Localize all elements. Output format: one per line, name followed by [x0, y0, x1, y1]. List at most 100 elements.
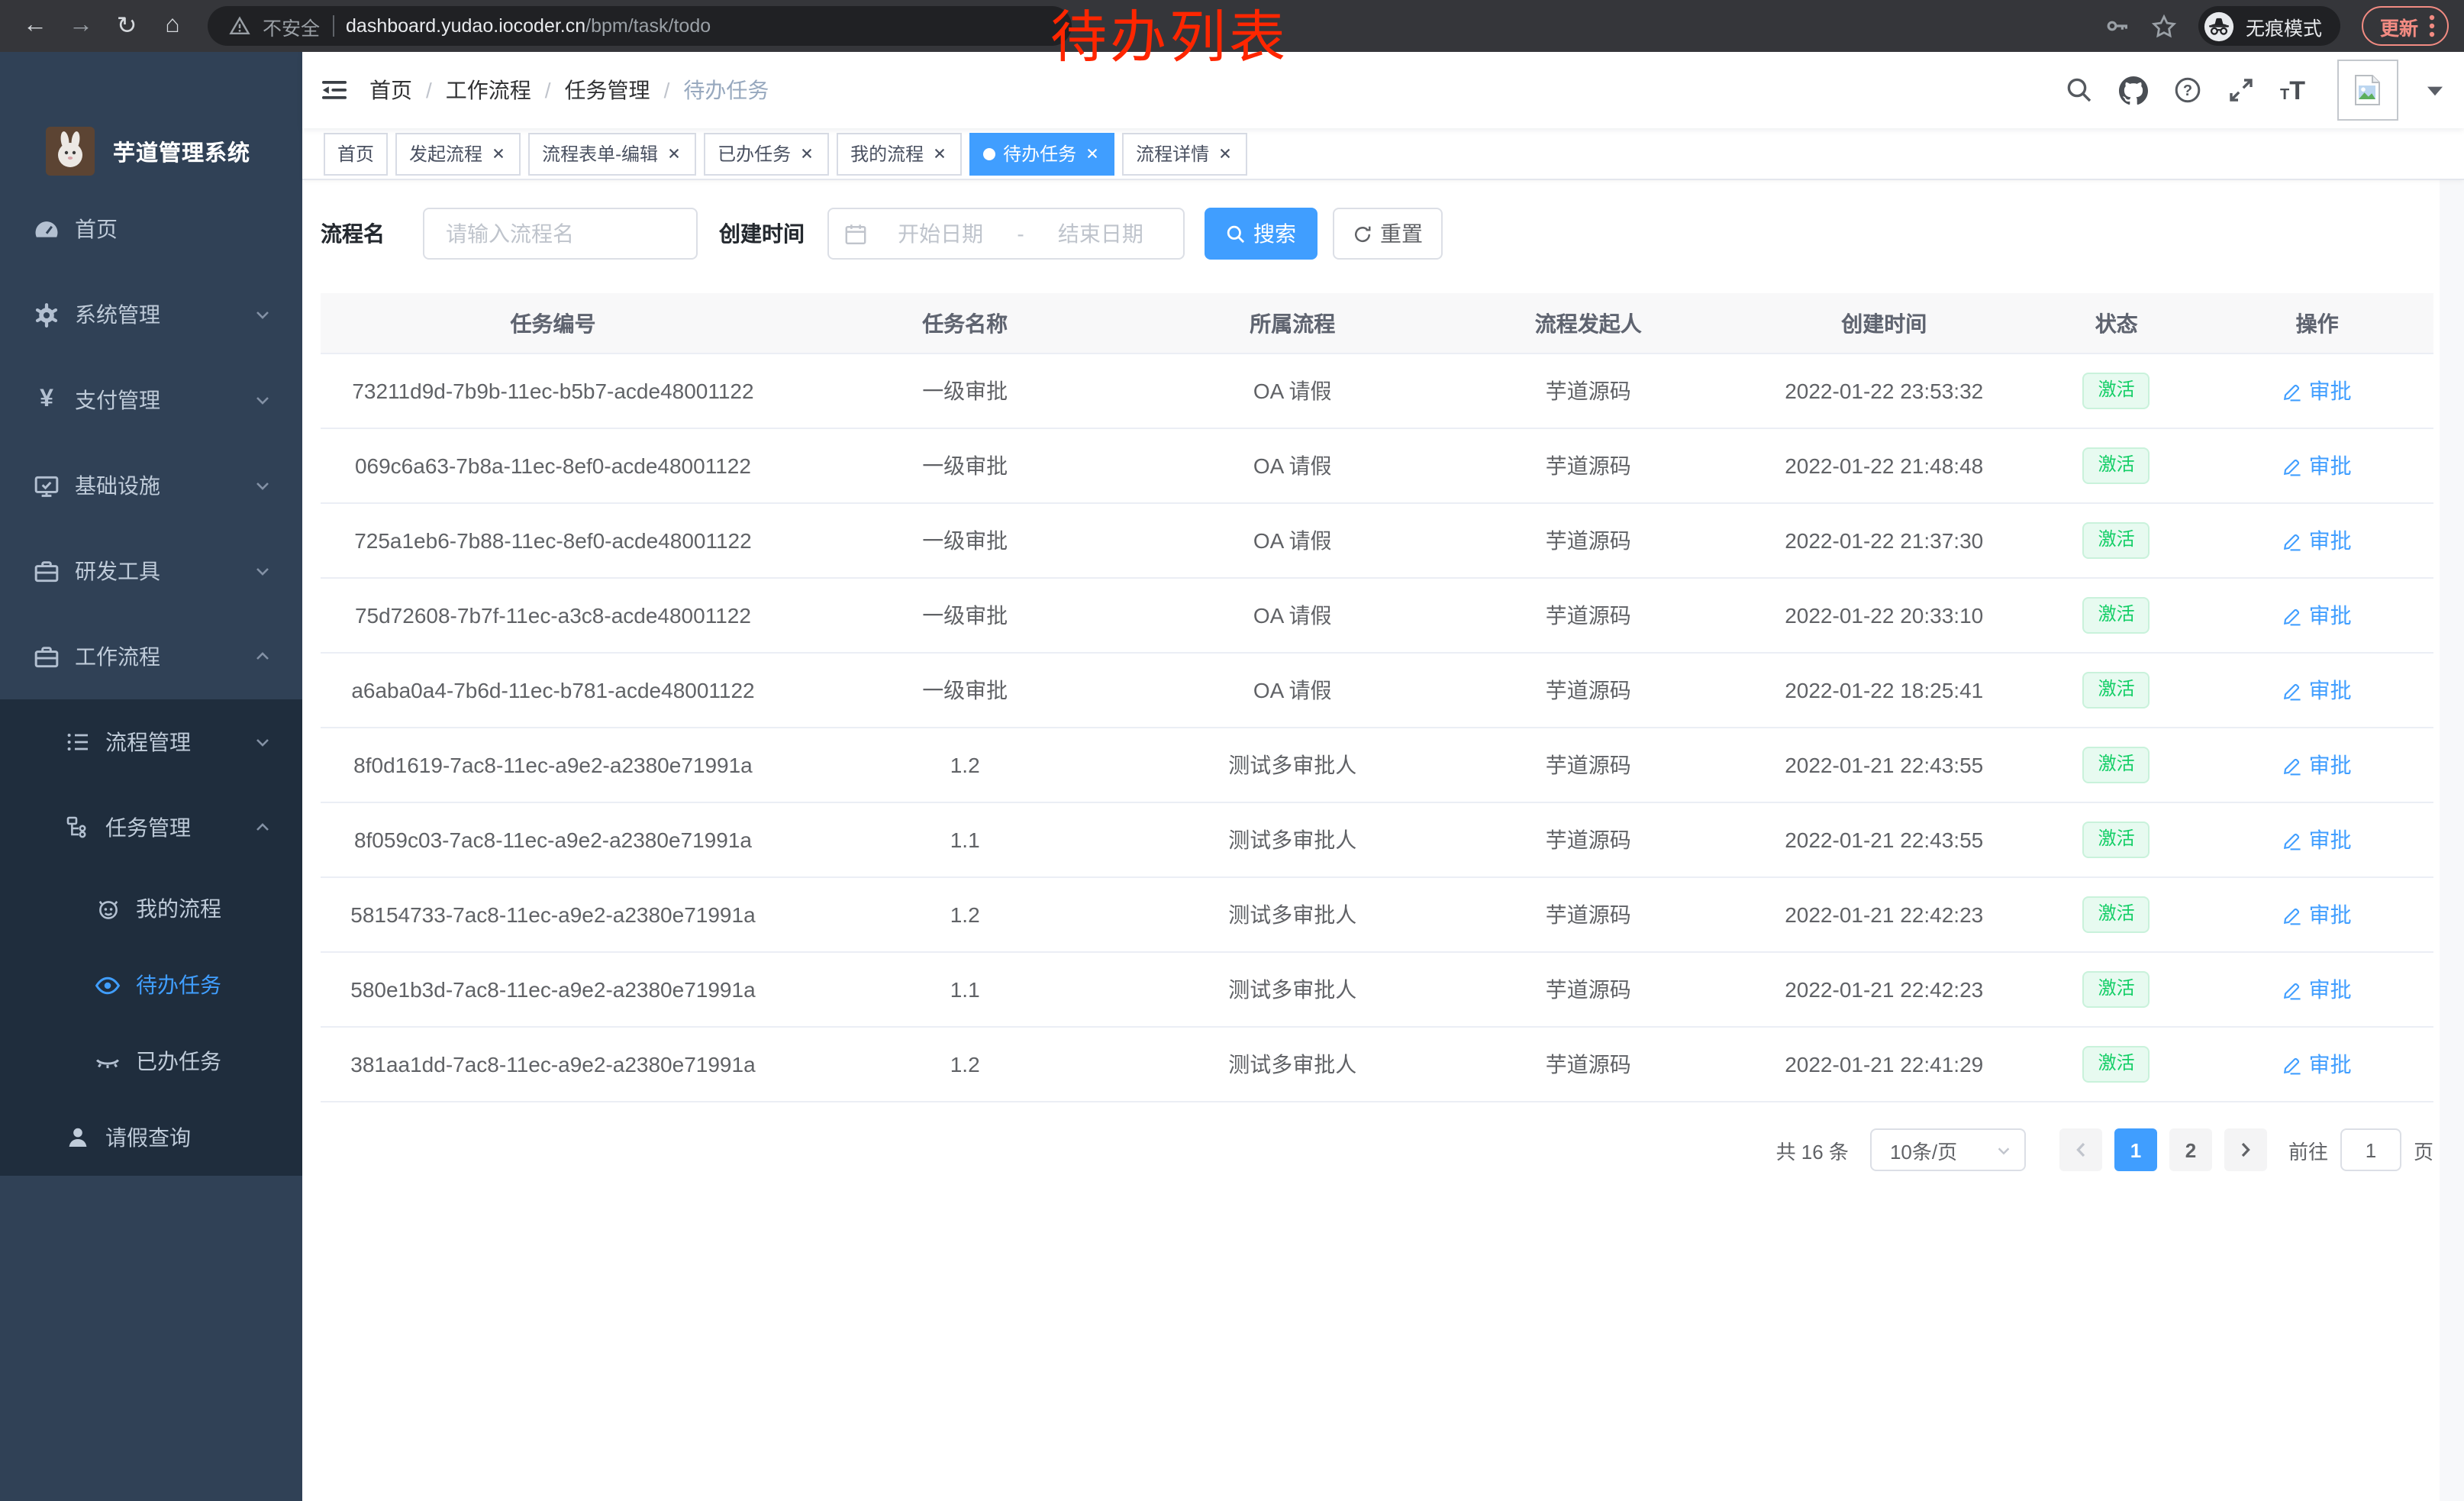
status-badge: 激活 [2082, 672, 2150, 709]
tab-my-process[interactable]: 我的流程 [837, 132, 963, 175]
table-header-row: 任务编号 任务名称 所属流程 流程发起人 创建时间 状态 操作 [321, 293, 2433, 354]
sidebar-item-todo-task[interactable]: 待办任务 [0, 947, 302, 1023]
sidebar-item-workflow[interactable]: 工作流程 [0, 614, 302, 699]
table-row: 725a1eb6-7b88-11ec-8ef0-acde48001122 一级审… [321, 504, 2433, 579]
browser-forward-icon[interactable]: → [69, 12, 93, 38]
bookmark-star-icon[interactable] [2151, 13, 2177, 39]
address-bar[interactable]: 不安全 dashboard.yudao.iocoder.cn/bpm/task/… [208, 6, 1072, 46]
task-table: 任务编号 任务名称 所属流程 流程发起人 创建时间 状态 操作 73211d9d… [321, 293, 2433, 1102]
approve-link[interactable]: 审批 [2283, 600, 2352, 631]
edit-pencil-icon [2283, 605, 2303, 625]
approve-link[interactable]: 审批 [2283, 376, 2352, 406]
next-page-button[interactable] [2224, 1128, 2267, 1171]
close-icon[interactable] [1217, 145, 1234, 162]
sidebar-item-task-mgmt[interactable]: 任务管理 [0, 785, 302, 870]
approve-link[interactable]: 审批 [2283, 675, 2352, 705]
chrome-update-button[interactable]: 更新 [2361, 6, 2449, 46]
close-icon[interactable] [490, 145, 507, 162]
edit-pencil-icon [2283, 1054, 2303, 1074]
sidebar-item-pay[interactable]: ¥ 支付管理 [0, 357, 302, 443]
avatar[interactable] [2337, 60, 2398, 121]
cell-task-name: 1.2 [950, 753, 980, 777]
sidebar-item-leave-query[interactable]: 请假查询 [0, 1099, 302, 1176]
cell-created: 2022-01-21 22:41:29 [1785, 1052, 1984, 1077]
cell-task-id: 381aa1dd-7ac8-11ec-a9e2-a2380e71991a [350, 1052, 756, 1077]
sidebar-item-home[interactable]: 首页 [0, 186, 302, 272]
avatar-dropdown-caret[interactable] [2427, 85, 2443, 95]
close-icon[interactable] [666, 145, 682, 162]
sidebar-item-process-mgmt[interactable]: 流程管理 [0, 699, 302, 785]
browser-home-icon[interactable]: ⌂ [165, 12, 180, 38]
table-row: 8f059c03-7ac8-11ec-a9e2-a2380e71991a 1.1… [321, 803, 2433, 878]
approve-link[interactable]: 审批 [2283, 450, 2352, 481]
breadcrumb-item[interactable]: 任务管理 [564, 78, 650, 102]
cell-action: 审批 [2201, 1049, 2433, 1080]
search-button[interactable]: 搜索 [1205, 208, 1317, 260]
approve-link[interactable]: 审批 [2283, 750, 2352, 780]
cell-starter: 芋道源码 [1545, 454, 1631, 478]
page-button-2[interactable]: 2 [2169, 1128, 2212, 1171]
password-key-icon[interactable] [2105, 14, 2130, 38]
approve-link[interactable]: 审批 [2283, 825, 2352, 855]
cell-status: 激活 [2032, 971, 2201, 1008]
close-icon[interactable] [1084, 145, 1101, 162]
browser-back-icon[interactable]: ← [23, 12, 47, 38]
cell-task-id: 069c6a63-7b8a-11ec-8ef0-acde48001122 [354, 454, 751, 478]
page-button-1[interactable]: 1 [2114, 1128, 2157, 1171]
sidebar-item-label: 任务管理 [105, 815, 191, 840]
tab-done-task[interactable]: 已办任务 [704, 132, 830, 175]
cell-starter: 芋道源码 [1545, 1052, 1631, 1077]
help-icon[interactable]: ? [2173, 76, 2201, 104]
list-icon [64, 730, 90, 754]
breadcrumb-item[interactable]: 工作流程 [445, 78, 531, 102]
approve-link[interactable]: 审批 [2283, 525, 2352, 556]
approve-link[interactable]: 审批 [2283, 899, 2352, 930]
column-header: 任务编号 [510, 311, 596, 335]
date-range-input[interactable]: 开始日期 - 结束日期 [827, 208, 1185, 260]
search-icon[interactable] [2065, 76, 2092, 104]
table-row: 580e1b3d-7ac8-11ec-a9e2-a2380e71991a 1.1… [321, 953, 2433, 1028]
cell-process: OA 请假 [1253, 603, 1332, 628]
tab-home[interactable]: 首页 [324, 132, 389, 175]
sidebar-item-label: 我的流程 [136, 896, 221, 921]
browser-menu-icon[interactable] [2429, 14, 2435, 38]
fullscreen-icon[interactable] [2227, 76, 2254, 104]
app-logo[interactable]: 芋道管理系统 [0, 52, 302, 186]
edit-pencil-icon [2283, 680, 2303, 700]
page-size-select[interactable]: 10条/页 [1869, 1128, 2026, 1171]
scrollbar-gutter[interactable] [2440, 104, 2464, 1501]
sidebar-item-done-task[interactable]: 已办任务 [0, 1023, 302, 1099]
cell-created: 2022-01-22 21:37:30 [1785, 528, 1984, 553]
approve-link[interactable]: 审批 [2283, 974, 2352, 1005]
edit-pencil-icon [2283, 531, 2303, 550]
status-badge: 激活 [2082, 1046, 2150, 1083]
status-badge: 激活 [2082, 447, 2150, 484]
tab-start-process[interactable]: 发起流程 [395, 132, 521, 175]
close-icon[interactable] [931, 145, 948, 162]
tab-todo-task[interactable]: 待办任务 [969, 132, 1115, 175]
security-label: 不安全 [263, 18, 321, 39]
edit-pencil-icon [2283, 905, 2303, 925]
close-icon[interactable] [798, 145, 815, 162]
github-icon[interactable] [2118, 76, 2147, 105]
chevron-down-icon [253, 733, 272, 751]
browser-reload-icon[interactable]: ↻ [116, 14, 137, 40]
breadcrumb-item[interactable]: 首页 [369, 78, 412, 102]
process-name-input[interactable] [443, 220, 678, 247]
sidebar-item-infra[interactable]: 基础设施 [0, 443, 302, 528]
approve-link[interactable]: 审批 [2283, 1049, 2352, 1080]
sidebar-item-my-process[interactable]: 我的流程 [0, 870, 302, 947]
tab-form-edit[interactable]: 流程表单-编辑 [528, 132, 697, 175]
pagination: 共 16 条 10条/页 1 2 [321, 1128, 2433, 1171]
sidebar-item-system[interactable]: 系统管理 [0, 272, 302, 357]
sidebar-toggle-icon[interactable] [321, 78, 348, 102]
goto-page-input[interactable] [2340, 1128, 2401, 1171]
prev-page-button[interactable] [2059, 1128, 2102, 1171]
tab-process-detail[interactable]: 流程详情 [1122, 132, 1248, 175]
table-row: 73211d9d-7b9b-11ec-b5b7-acde48001122 一级审… [321, 354, 2433, 429]
status-badge: 激活 [2082, 747, 2150, 783]
reset-button[interactable]: 重置 [1333, 208, 1443, 260]
edit-pencil-icon [2283, 381, 2303, 401]
sidebar-item-dev-tools[interactable]: 研发工具 [0, 528, 302, 614]
